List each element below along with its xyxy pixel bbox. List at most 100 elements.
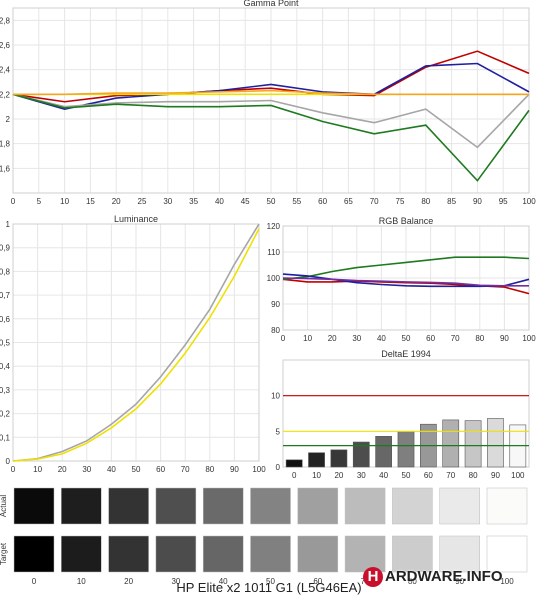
- x-tick-label: 25: [138, 197, 147, 206]
- swatch-label: 0: [32, 577, 37, 586]
- y-tick-label: 2,6: [0, 41, 11, 50]
- x-tick-label: 0: [281, 334, 286, 343]
- swatch-target: [297, 535, 339, 573]
- swatch-label: 10: [77, 577, 86, 586]
- swatch-target: [250, 535, 291, 573]
- hardware-info-logo: H ARDWARE.INFO: [363, 565, 533, 589]
- swatch-target: [61, 535, 102, 573]
- swatch-target: [344, 535, 386, 573]
- swatch-actual: [344, 487, 386, 525]
- y-tick-label: 120: [267, 222, 281, 231]
- swatch-actual: [155, 487, 197, 525]
- y-tick-label: 2,8: [0, 16, 11, 25]
- x-tick-label: 70: [446, 471, 455, 480]
- x-tick-label: 35: [189, 197, 198, 206]
- logo-letter: H: [363, 567, 383, 587]
- y-tick-label: 2: [6, 115, 11, 124]
- x-tick-label: 20: [328, 334, 337, 343]
- deltae-bar: [330, 449, 348, 468]
- x-tick-label: 0: [292, 471, 297, 480]
- x-tick-label: 60: [424, 471, 433, 480]
- swatch-label: 90: [455, 577, 464, 586]
- swatch-actual: [486, 487, 528, 525]
- y-tick-label: 2,4: [0, 66, 11, 75]
- x-tick-label: 40: [377, 334, 386, 343]
- chart-title-1: Luminance: [114, 214, 158, 224]
- x-tick-label: 80: [475, 334, 484, 343]
- x-tick-label: 100: [522, 334, 536, 343]
- deltae-bar: [397, 431, 415, 468]
- swatch-target: [439, 535, 480, 573]
- series-line-1: [12, 228, 260, 462]
- y-tick-label: 0,7: [0, 291, 11, 300]
- series-line-0: [12, 223, 260, 462]
- logo-text-rest: ARDWARE.INFO: [385, 568, 503, 585]
- x-tick-label: 0: [11, 465, 16, 474]
- deltae-bar: [375, 436, 392, 468]
- plot-frame: [12, 223, 260, 462]
- swatch-actual: [202, 487, 244, 525]
- series-line-3: [12, 93, 530, 182]
- x-tick-label: 100: [252, 465, 266, 474]
- x-tick-label: 50: [402, 471, 411, 480]
- swatch-actual: [61, 487, 102, 525]
- y-tick-label: 2,2: [0, 90, 11, 99]
- y-tick-label: 0,1: [0, 433, 11, 442]
- x-tick-label: 90: [491, 471, 500, 480]
- x-tick-label: 20: [112, 197, 121, 206]
- swatch-label: 100: [500, 577, 514, 586]
- x-tick-label: 100: [522, 197, 536, 206]
- y-tick-label: 0,9: [0, 244, 11, 253]
- x-tick-label: 60: [318, 197, 327, 206]
- x-tick-label: 5: [37, 197, 42, 206]
- swatch-actual: [108, 487, 149, 525]
- series-line-1: [12, 62, 530, 110]
- swatch-target: [392, 535, 433, 573]
- x-tick-label: 55: [292, 197, 301, 206]
- swatch-actual: [439, 487, 480, 525]
- x-tick-label: 40: [107, 465, 116, 474]
- deltae-bar: [442, 419, 460, 468]
- x-tick-label: 30: [352, 334, 361, 343]
- y-tick-label: 0,4: [0, 362, 11, 371]
- y-tick-label: 1,6: [0, 164, 11, 173]
- y-tick-label: 1,8: [0, 140, 11, 149]
- x-tick-label: 10: [60, 197, 69, 206]
- x-tick-label: 0: [11, 197, 16, 206]
- swatch-label: 20: [124, 577, 133, 586]
- swatch-actual: [297, 487, 339, 525]
- swatch-target: [202, 535, 244, 573]
- series-line-2: [12, 93, 530, 149]
- y-tick-label: 0,5: [0, 339, 11, 348]
- y-tick-label: 1: [6, 220, 11, 229]
- x-tick-label: 90: [500, 334, 509, 343]
- series-line-0: [12, 50, 530, 103]
- x-tick-label: 50: [132, 465, 141, 474]
- swatch-label: 80: [408, 577, 417, 586]
- deltae-bar: [487, 418, 504, 468]
- swatch-target: [108, 535, 149, 573]
- x-tick-label: 75: [396, 197, 405, 206]
- figure-caption: HP Elite x2 1011 G1 (L5G46EA): [176, 580, 362, 595]
- swatch-row-label-target: Target: [0, 542, 8, 565]
- x-tick-label: 60: [156, 465, 165, 474]
- x-tick-label: 100: [511, 471, 525, 480]
- x-tick-label: 30: [82, 465, 91, 474]
- y-tick-label: 100: [267, 274, 281, 283]
- x-tick-label: 30: [163, 197, 172, 206]
- x-tick-label: 20: [58, 465, 67, 474]
- x-tick-label: 70: [451, 334, 460, 343]
- y-tick-label: 0,8: [0, 267, 11, 276]
- y-tick-label: 0: [276, 463, 281, 472]
- y-tick-label: 10: [271, 392, 280, 401]
- x-tick-label: 15: [86, 197, 95, 206]
- x-tick-label: 10: [303, 334, 312, 343]
- x-tick-label: 45: [241, 197, 250, 206]
- series-line-5: [13, 89, 529, 96]
- swatch-target: [13, 535, 55, 573]
- deltae-bar: [285, 459, 303, 468]
- y-tick-label: 90: [271, 300, 280, 309]
- y-tick-label: 110: [267, 248, 280, 257]
- y-tick-label: 5: [276, 427, 281, 436]
